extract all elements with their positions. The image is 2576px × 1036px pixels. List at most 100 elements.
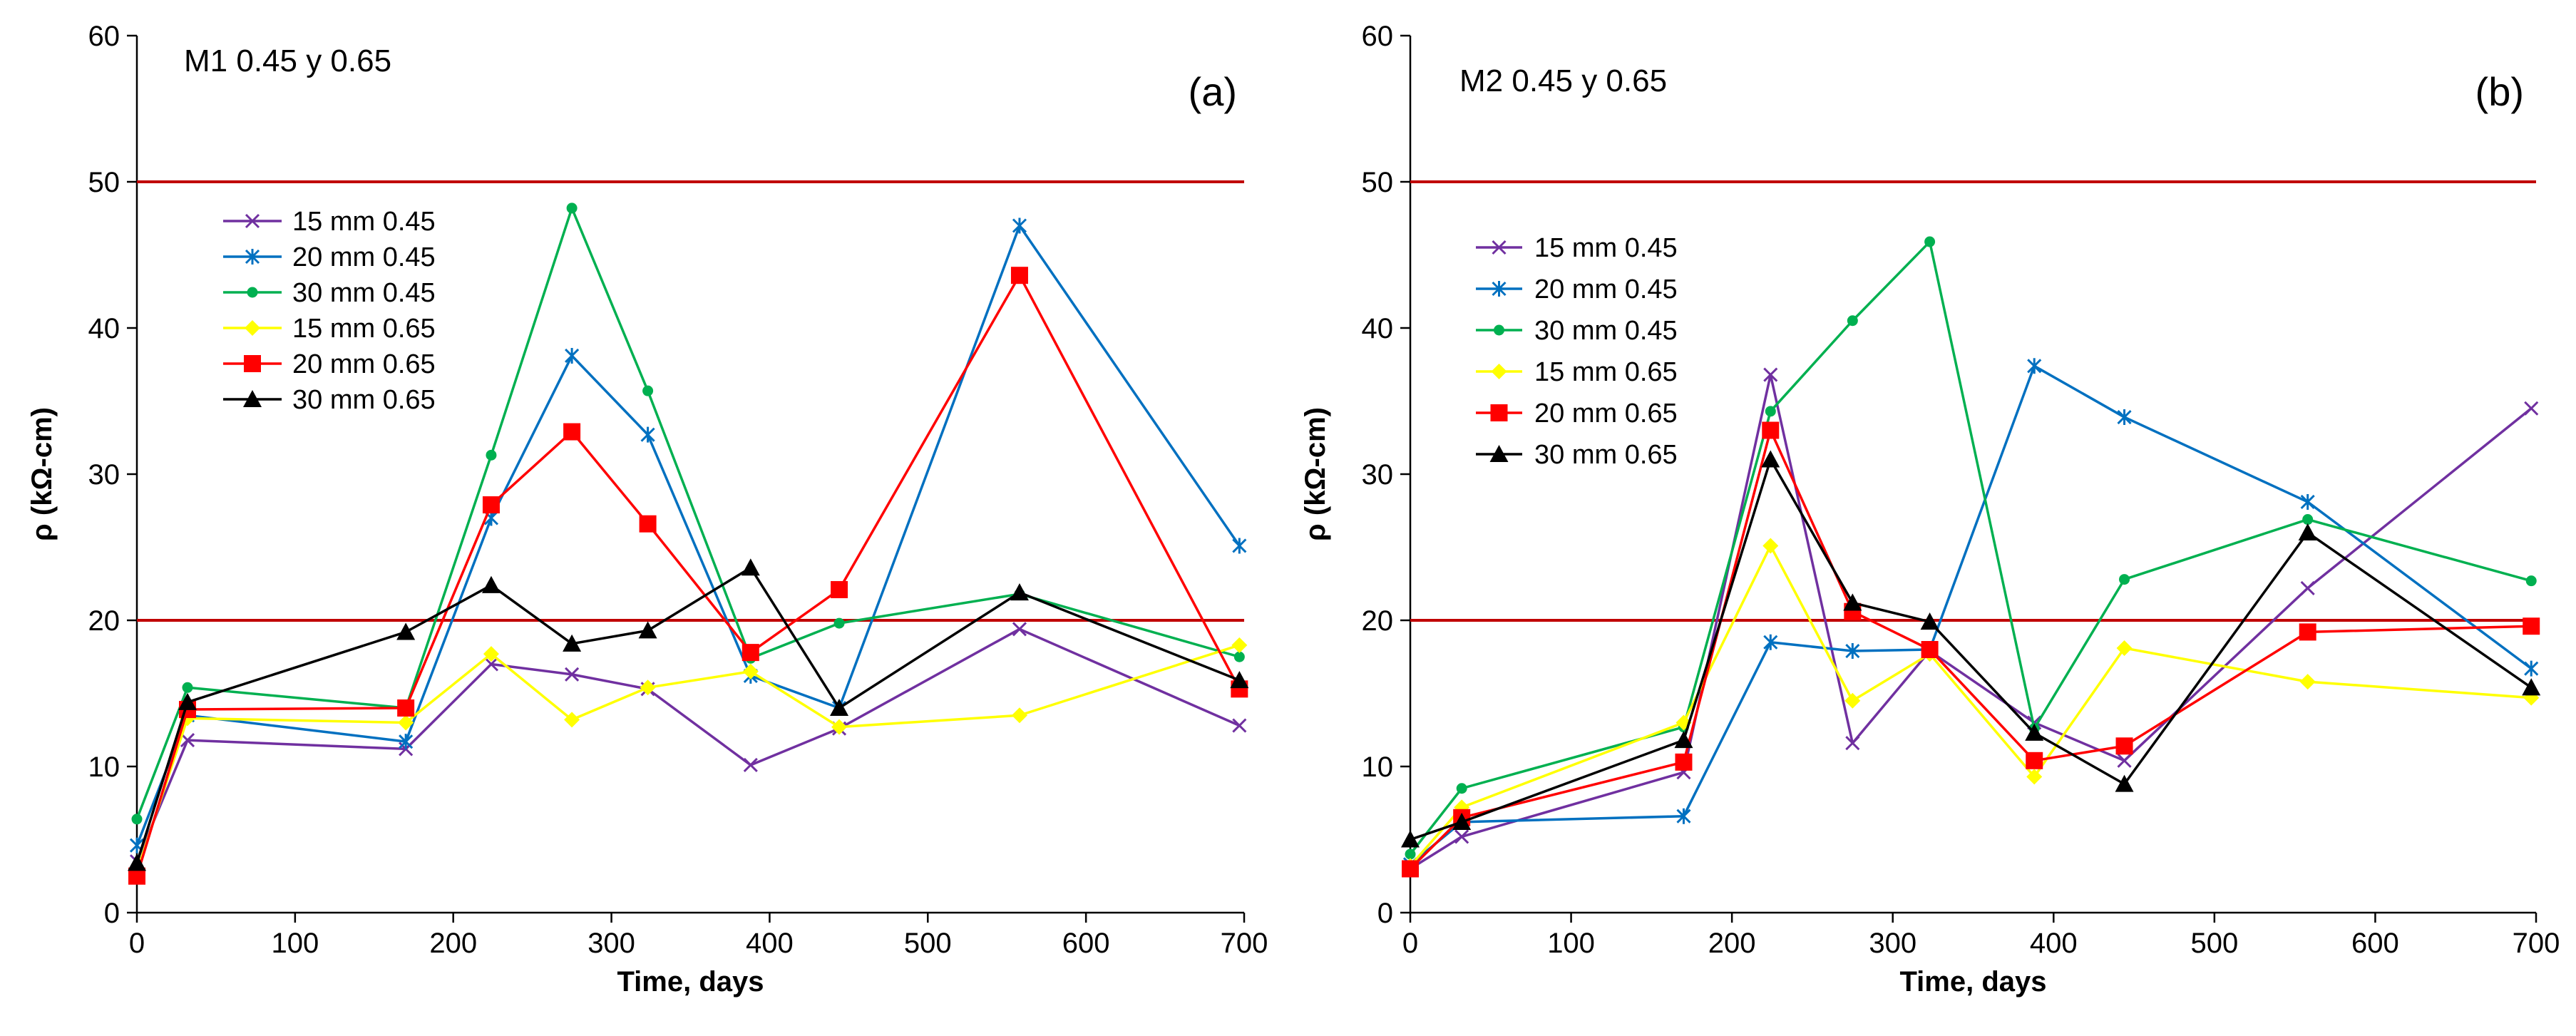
panel-label: (b) — [2475, 69, 2524, 114]
y-axis-label: ρ (kΩ-cm) — [26, 407, 58, 541]
x-tick-label: 500 — [904, 928, 952, 959]
data-point — [1230, 671, 1249, 689]
legend-swatch-marker — [245, 249, 260, 265]
data-point — [2522, 678, 2541, 696]
series-15-mm-065 — [1402, 538, 2540, 874]
x-tick-label: 100 — [271, 928, 319, 959]
data-point — [833, 617, 845, 629]
legend-label: 20 mm 0.45 — [292, 242, 436, 272]
y-tick-label: 40 — [1362, 313, 1394, 344]
data-point — [1456, 783, 1467, 794]
x-tick-label: 0 — [1402, 928, 1418, 959]
data-point — [1232, 538, 1247, 554]
data-point — [481, 575, 501, 593]
series-15-mm-045 — [129, 622, 1247, 869]
series-30-mm-065 — [1401, 450, 2541, 848]
x-tick-label: 500 — [2190, 928, 2238, 959]
data-point — [2026, 769, 2043, 785]
data-point — [2116, 640, 2133, 656]
legend-item: 30 mm 0.65 — [223, 385, 436, 415]
data-point — [2525, 575, 2537, 587]
data-point — [1405, 848, 1416, 860]
x-axis-label: Time, days — [1899, 966, 2046, 997]
data-point — [2115, 737, 2133, 755]
data-point — [1845, 643, 1860, 660]
legend-item: 15 mm 0.45 — [1476, 233, 1678, 263]
chart-title: M1 0.45 y 0.65 — [184, 43, 391, 78]
data-point — [831, 719, 848, 735]
data-point — [2026, 752, 2043, 769]
data-point — [131, 814, 143, 825]
data-point — [2025, 723, 2044, 741]
y-tick-label: 40 — [88, 313, 120, 344]
data-point — [1401, 830, 1420, 848]
data-point — [1921, 641, 1939, 658]
y-axis-label: ρ (kΩ-cm) — [1300, 407, 1331, 541]
data-point — [640, 679, 656, 696]
legend-label: 20 mm 0.65 — [1534, 399, 1678, 429]
data-point — [642, 385, 654, 396]
y-tick-label: 0 — [104, 898, 120, 929]
legend: 15 mm 0.45 20 mm 0.45 30 mm 0.45 15 mm 0.65… — [223, 207, 436, 415]
data-point — [1762, 421, 1780, 439]
legend-item: 20 mm 0.45 — [223, 242, 436, 272]
x-axis-label: Time, days — [617, 966, 764, 997]
data-point — [2524, 660, 2539, 677]
legend-swatch-marker — [245, 213, 260, 229]
data-point — [640, 426, 655, 443]
data-point — [1920, 612, 1939, 630]
legend-swatch-marker — [1492, 281, 1507, 297]
legend: 15 mm 0.45 20 mm 0.45 30 mm 0.45 15 mm 0.65… — [1476, 233, 1678, 470]
y-tick-label: 30 — [88, 459, 120, 491]
x-tick-label: 300 — [587, 928, 635, 959]
data-point — [1454, 829, 1469, 844]
data-point — [2027, 358, 2042, 374]
data-point — [563, 634, 582, 652]
data-point — [2523, 617, 2540, 635]
data-point — [2298, 523, 2317, 541]
data-point — [1763, 634, 1778, 650]
legend-swatch-marker — [245, 320, 260, 336]
x-tick-label: 700 — [1221, 928, 1268, 959]
x-tick-label: 100 — [1547, 928, 1595, 959]
series-line — [1410, 373, 2533, 870]
data-point — [128, 853, 146, 871]
chart-title: M2 0.45 y 0.65 — [1459, 63, 1667, 98]
data-point — [486, 449, 497, 461]
data-point — [1676, 808, 1691, 824]
x-tick-label: 600 — [1062, 928, 1110, 959]
legend-item: 20 mm 0.65 — [1476, 399, 1678, 429]
series-line — [1409, 364, 2533, 866]
data-point — [399, 734, 414, 750]
data-point — [1847, 315, 1858, 327]
x-tick-label: 600 — [2351, 928, 2399, 959]
y-tick-label: 50 — [88, 167, 120, 198]
legend-item: 15 mm 0.65 — [223, 314, 436, 344]
data-point — [2119, 574, 2130, 585]
legend-label: 30 mm 0.65 — [292, 385, 436, 415]
x-tick-label: 700 — [2513, 928, 2560, 959]
data-point — [1010, 583, 1029, 601]
legend-label: 20 mm 0.45 — [1534, 275, 1678, 304]
legend-item: 20 mm 0.45 — [1476, 275, 1678, 304]
data-point — [1763, 367, 1778, 382]
data-point — [398, 714, 414, 731]
legend-swatch-marker — [247, 287, 258, 298]
legend-label: 15 mm 0.65 — [292, 314, 436, 344]
data-point — [397, 699, 415, 717]
data-point — [741, 558, 760, 576]
data-point — [1231, 637, 1248, 653]
legend-label: 15 mm 0.45 — [1534, 233, 1678, 263]
x-tick-label: 200 — [429, 928, 477, 959]
data-point — [566, 202, 578, 214]
series-15-mm-065 — [129, 637, 1248, 880]
legend-label: 30 mm 0.45 — [292, 278, 436, 308]
x-tick-label: 0 — [129, 928, 145, 959]
y-tick-label: 60 — [88, 21, 120, 52]
data-point — [483, 646, 499, 662]
legend-swatch-marker — [1492, 240, 1507, 255]
data-point — [1762, 538, 1779, 554]
legend-swatch-marker — [243, 390, 262, 408]
